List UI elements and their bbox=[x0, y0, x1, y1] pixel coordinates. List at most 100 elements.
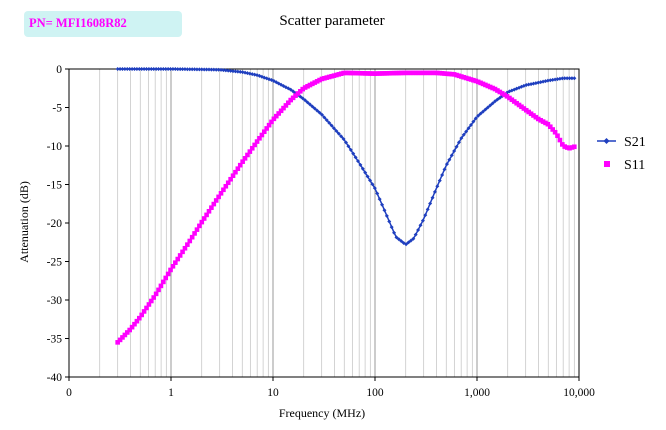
data-point bbox=[235, 69, 240, 74]
data-point bbox=[163, 275, 169, 281]
data-point bbox=[480, 81, 486, 87]
data-point bbox=[459, 136, 464, 141]
data-point bbox=[247, 149, 253, 154]
data-point bbox=[303, 98, 308, 103]
series-s21 bbox=[115, 67, 577, 247]
y-tick-label: -10 bbox=[47, 141, 63, 153]
data-point bbox=[201, 216, 207, 221]
data-point bbox=[300, 86, 306, 92]
y-axis-label: Attenuation (dB) bbox=[17, 181, 31, 263]
data-point bbox=[315, 108, 320, 113]
part-number-text: PN= MFI1608R82 bbox=[29, 16, 127, 30]
data-point bbox=[435, 70, 440, 76]
data-point bbox=[567, 145, 572, 151]
series-s11 bbox=[115, 70, 577, 345]
data-point bbox=[356, 159, 361, 164]
data-point bbox=[353, 70, 358, 76]
data-point bbox=[238, 69, 243, 74]
data-point bbox=[382, 71, 387, 76]
data-point bbox=[370, 71, 375, 76]
data-point bbox=[538, 117, 543, 123]
data-point bbox=[305, 100, 310, 105]
data-point bbox=[487, 84, 493, 90]
data-point bbox=[483, 82, 488, 88]
data-point bbox=[567, 76, 572, 81]
data-point bbox=[488, 103, 493, 108]
data-point bbox=[266, 122, 272, 128]
y-tick-label: -25 bbox=[47, 257, 63, 269]
y-tick-label: -5 bbox=[52, 103, 62, 115]
data-point bbox=[358, 70, 363, 76]
data-point bbox=[185, 242, 190, 247]
data-point bbox=[423, 213, 428, 218]
data-point bbox=[343, 140, 348, 145]
data-point bbox=[348, 147, 353, 152]
data-point bbox=[312, 80, 318, 85]
y-tick-label: -15 bbox=[47, 180, 63, 192]
data-point bbox=[471, 119, 476, 124]
data-point bbox=[300, 96, 305, 101]
data-point bbox=[329, 123, 334, 128]
data-point bbox=[281, 105, 286, 111]
data-point bbox=[440, 172, 445, 177]
data-point bbox=[122, 67, 127, 71]
legend-marker bbox=[603, 138, 610, 144]
data-point bbox=[146, 67, 151, 71]
data-point bbox=[425, 70, 431, 76]
data-point bbox=[514, 100, 519, 106]
data-point bbox=[360, 71, 366, 76]
data-point bbox=[317, 110, 322, 115]
data-point bbox=[129, 324, 135, 330]
data-point bbox=[192, 231, 197, 236]
data-point bbox=[442, 71, 447, 76]
data-point bbox=[168, 67, 173, 71]
data-point bbox=[182, 245, 188, 251]
data-point bbox=[213, 198, 219, 203]
legend-item-s21: S21 bbox=[597, 135, 646, 150]
data-point bbox=[261, 129, 267, 135]
data-point bbox=[475, 79, 481, 85]
data-point bbox=[202, 67, 207, 72]
data-point bbox=[442, 167, 447, 172]
data-point bbox=[324, 118, 329, 123]
data-point bbox=[214, 67, 219, 72]
data-point bbox=[235, 166, 241, 171]
data-point bbox=[341, 70, 346, 76]
data-point bbox=[132, 321, 137, 327]
data-point bbox=[228, 176, 233, 182]
data-point bbox=[545, 121, 551, 127]
data-point bbox=[187, 67, 192, 72]
data-point bbox=[480, 109, 485, 114]
data-point bbox=[504, 94, 510, 99]
data-point bbox=[154, 67, 159, 71]
data-point bbox=[199, 67, 204, 72]
data-point bbox=[471, 77, 476, 83]
data-point bbox=[156, 67, 161, 71]
data-point bbox=[562, 144, 568, 149]
data-point bbox=[216, 194, 221, 200]
data-point bbox=[130, 67, 135, 71]
data-point bbox=[543, 120, 548, 126]
data-point bbox=[493, 99, 498, 104]
data-point bbox=[483, 107, 488, 112]
data-point bbox=[206, 67, 211, 72]
data-point bbox=[132, 67, 137, 71]
data-point bbox=[444, 71, 450, 77]
data-point bbox=[476, 113, 481, 118]
data-point bbox=[547, 124, 553, 130]
data-point bbox=[118, 67, 123, 71]
data-point bbox=[528, 111, 534, 117]
data-point bbox=[117, 337, 123, 343]
data-point bbox=[444, 162, 449, 167]
data-point bbox=[360, 166, 365, 171]
data-point bbox=[358, 162, 363, 167]
data-point bbox=[432, 70, 438, 76]
data-point bbox=[221, 187, 226, 193]
data-point bbox=[410, 70, 416, 76]
data-point bbox=[180, 67, 185, 72]
data-point bbox=[389, 225, 394, 230]
data-point bbox=[447, 71, 452, 77]
x-tick-label: 100 bbox=[366, 387, 384, 399]
data-point bbox=[406, 70, 411, 76]
